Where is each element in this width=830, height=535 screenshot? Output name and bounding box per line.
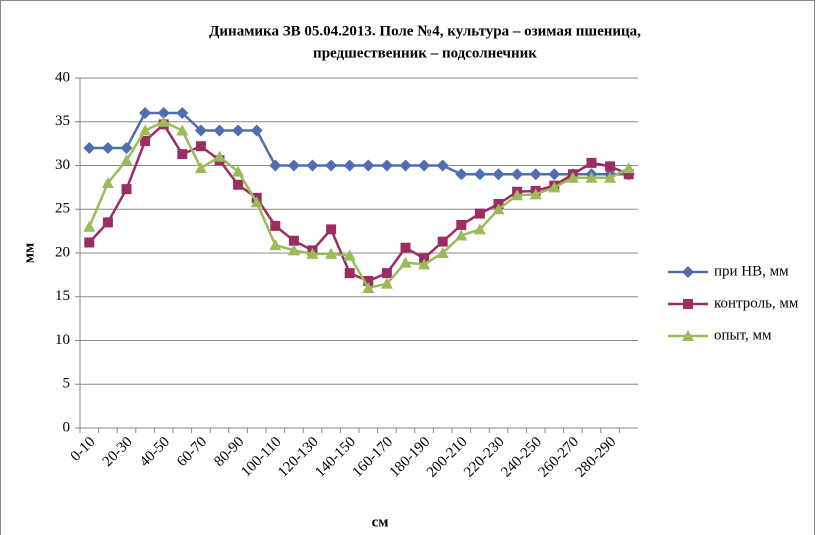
marker [213, 124, 226, 137]
marker [326, 224, 337, 235]
marker [399, 159, 412, 172]
marker [455, 229, 468, 241]
legend-label: опыт, мм [714, 327, 772, 343]
marker [419, 253, 430, 264]
marker [306, 247, 319, 259]
marker [343, 159, 356, 172]
marker [456, 220, 467, 230]
marker [473, 168, 486, 181]
marker [287, 159, 300, 172]
chart-title: Динамика ЗВ 05.04.2013. Поле №4, культур… [209, 23, 641, 39]
marker [325, 159, 338, 172]
marker [232, 124, 245, 137]
marker [682, 330, 694, 341]
marker [269, 239, 282, 251]
marker [436, 159, 449, 172]
marker [343, 249, 356, 261]
marker [195, 141, 206, 152]
marker [176, 124, 189, 136]
marker [139, 124, 152, 136]
marker [683, 299, 693, 309]
marker [177, 149, 188, 160]
marker [194, 162, 207, 174]
marker [83, 220, 96, 232]
marker [473, 223, 486, 235]
marker [604, 171, 617, 183]
marker [586, 157, 597, 168]
y-tick-label: 25 [55, 201, 70, 217]
marker [548, 168, 561, 181]
legend-label: при НВ, мм [714, 263, 789, 279]
y-tick-label: 5 [63, 376, 71, 392]
marker [232, 165, 245, 177]
marker [437, 236, 448, 247]
y-axis-label: мм [21, 243, 37, 263]
marker [102, 217, 113, 228]
y-tick-label: 30 [55, 157, 70, 173]
marker [585, 171, 598, 183]
marker [83, 142, 96, 154]
x-axis-label: см [372, 514, 389, 530]
marker [233, 179, 244, 190]
y-tick-label: 20 [55, 244, 70, 260]
marker [176, 107, 189, 119]
marker [682, 266, 694, 278]
marker [250, 124, 263, 137]
y-tick-label: 10 [55, 332, 70, 348]
marker [157, 107, 170, 119]
y-tick-label: 0 [63, 419, 71, 435]
marker [270, 220, 281, 231]
marker [455, 168, 468, 181]
marker [566, 171, 579, 183]
y-tick-label: 35 [55, 113, 70, 129]
marker [529, 188, 542, 200]
marker [250, 196, 263, 208]
marker [287, 244, 300, 256]
marker [362, 282, 375, 293]
marker [101, 177, 114, 188]
marker [101, 142, 114, 154]
series-line [88, 120, 630, 290]
marker [120, 142, 133, 154]
marker [362, 159, 375, 172]
marker [605, 161, 616, 172]
marker [157, 115, 170, 127]
chart-title: предшественник – подсолнечник [313, 45, 537, 61]
marker [381, 268, 392, 279]
marker [120, 154, 133, 166]
marker [344, 268, 355, 279]
marker [325, 247, 338, 259]
legend-label: контроль, мм [714, 295, 799, 311]
marker [548, 181, 561, 193]
marker [492, 203, 505, 215]
marker [269, 159, 282, 172]
marker [436, 247, 449, 258]
marker [380, 159, 393, 172]
y-tick-label: 40 [55, 69, 70, 85]
marker [84, 237, 95, 248]
marker [363, 276, 374, 286]
marker [288, 235, 299, 246]
marker [492, 168, 505, 181]
y-tick-label: 15 [55, 288, 70, 304]
marker [418, 159, 431, 172]
marker [474, 208, 485, 219]
marker [529, 168, 542, 181]
marker [140, 136, 151, 146]
marker [380, 277, 393, 289]
marker [194, 124, 207, 137]
marker [622, 162, 635, 174]
marker [418, 258, 431, 270]
marker [511, 189, 524, 201]
marker [121, 184, 132, 195]
marker [623, 169, 634, 180]
marker [400, 242, 411, 253]
marker [511, 168, 524, 181]
marker [139, 107, 152, 119]
marker [399, 256, 412, 268]
marker [213, 150, 226, 162]
marker [306, 159, 319, 172]
